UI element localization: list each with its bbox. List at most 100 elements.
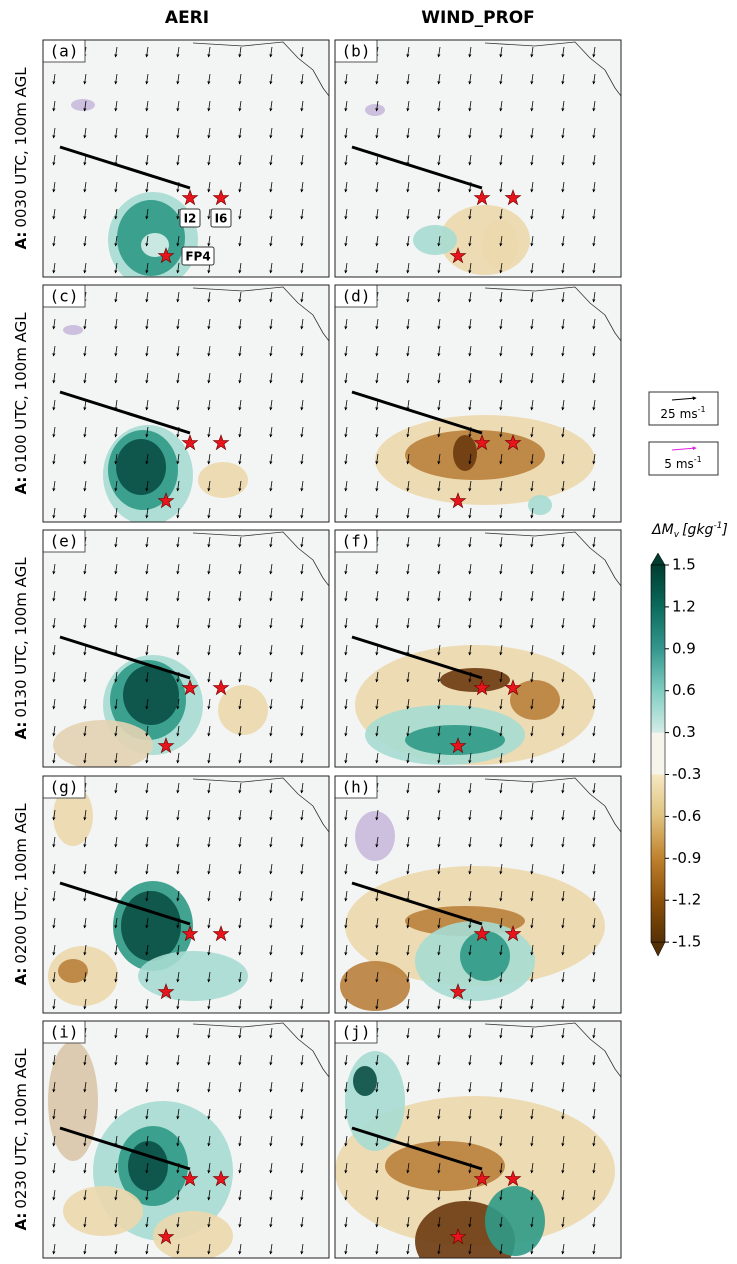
wind-vector	[437, 917, 441, 929]
colorbar-segment	[651, 732, 665, 775]
wind-vector	[499, 698, 503, 710]
wind-vector	[238, 1081, 242, 1093]
wind-vector	[269, 262, 273, 274]
wind-vector	[468, 208, 472, 220]
wind-vector	[437, 453, 441, 465]
wind-vector	[145, 971, 149, 983]
wind-vector	[499, 671, 503, 683]
wind-vector	[114, 318, 118, 330]
wind-vector	[238, 46, 242, 58]
field-blob	[63, 1186, 143, 1236]
wind-vector	[300, 345, 304, 357]
wind-vector	[437, 563, 441, 575]
station-star	[504, 925, 522, 942]
wind-vector	[344, 1189, 348, 1201]
wind-vector	[176, 944, 180, 956]
wind-vector	[176, 46, 180, 58]
wind-vector	[561, 100, 565, 112]
wind-vector	[207, 1054, 211, 1066]
wind-vector	[83, 1243, 87, 1255]
field-blob	[413, 225, 457, 255]
wind-vector	[114, 100, 118, 112]
wind-vector	[238, 863, 242, 875]
wind-vector	[499, 809, 503, 821]
field-blob	[482, 220, 518, 270]
field-blob	[405, 725, 505, 755]
wind-vector	[269, 917, 273, 929]
wind-vector	[437, 809, 441, 821]
wind-vector	[406, 181, 410, 193]
wind-vector	[375, 836, 379, 848]
wind-vector	[176, 1054, 180, 1066]
wind-vector	[344, 208, 348, 220]
wind-vector	[468, 262, 472, 274]
wind-vector	[145, 1189, 149, 1201]
wind-vector	[269, 1108, 273, 1120]
wind-vector	[499, 1243, 503, 1255]
wind-vector	[114, 809, 118, 821]
wind-vector	[344, 671, 348, 683]
wind-vector	[300, 617, 304, 629]
wind-vector	[207, 181, 211, 193]
wind-vector	[499, 1189, 503, 1201]
wind-vector	[499, 426, 503, 438]
colorbar-segment	[651, 858, 665, 901]
wind-vector	[592, 752, 596, 764]
wind-vector	[499, 944, 503, 956]
panel-label: (i)	[50, 1023, 79, 1042]
field	[48, 1022, 329, 1258]
wind-vector	[592, 154, 596, 166]
wind-vector	[83, 345, 87, 357]
wind-vector	[561, 1135, 565, 1147]
wind-vector	[592, 399, 596, 411]
station-star	[212, 1170, 230, 1187]
wind-vector	[300, 536, 304, 548]
label-sub: v	[674, 530, 680, 540]
wind-vector	[375, 752, 379, 764]
colorbar-tick-label: -0.6	[672, 807, 701, 825]
wind-vector	[269, 1081, 273, 1093]
wind-vector	[406, 998, 410, 1010]
wind-vector	[207, 698, 211, 710]
wind-vector	[437, 725, 441, 737]
wind-vector	[437, 644, 441, 656]
wind-vector	[300, 453, 304, 465]
wind-vector	[176, 372, 180, 384]
wind-vector	[269, 698, 273, 710]
wind-vector	[592, 917, 596, 929]
wind-vector	[145, 836, 149, 848]
wind-vector	[468, 1216, 472, 1228]
wind-vector	[406, 1162, 410, 1174]
station-label: I2	[184, 212, 197, 226]
wind-vector	[406, 262, 410, 274]
legend-unit: ms	[680, 407, 698, 421]
coastline	[484, 286, 621, 342]
wind-vector	[52, 480, 56, 492]
panel-label: (c)	[50, 287, 79, 306]
wind-vector	[592, 372, 596, 384]
wind-vector	[269, 73, 273, 85]
run-label: A:	[12, 1213, 30, 1231]
wind-vector	[437, 262, 441, 274]
wind-vector	[530, 644, 534, 656]
field-blob	[485, 1186, 545, 1256]
wind-vector	[176, 453, 180, 465]
wind-vector	[592, 644, 596, 656]
wind-vector	[344, 154, 348, 166]
wind-vector	[375, 262, 379, 274]
wind-vector	[83, 1189, 87, 1201]
wind-vector	[176, 262, 180, 274]
wind-vector	[176, 863, 180, 875]
run-label: A:	[12, 722, 30, 740]
coastline	[192, 41, 329, 97]
wind-vector	[406, 372, 410, 384]
wind-vector	[300, 944, 304, 956]
wind-vector	[238, 944, 242, 956]
wind-vector	[176, 617, 180, 629]
wind-vector	[344, 998, 348, 1010]
wind-vector	[437, 944, 441, 956]
field-blob	[141, 233, 169, 257]
wind-vector	[207, 836, 211, 848]
wind-vector	[238, 399, 242, 411]
wind-vector	[145, 536, 149, 548]
